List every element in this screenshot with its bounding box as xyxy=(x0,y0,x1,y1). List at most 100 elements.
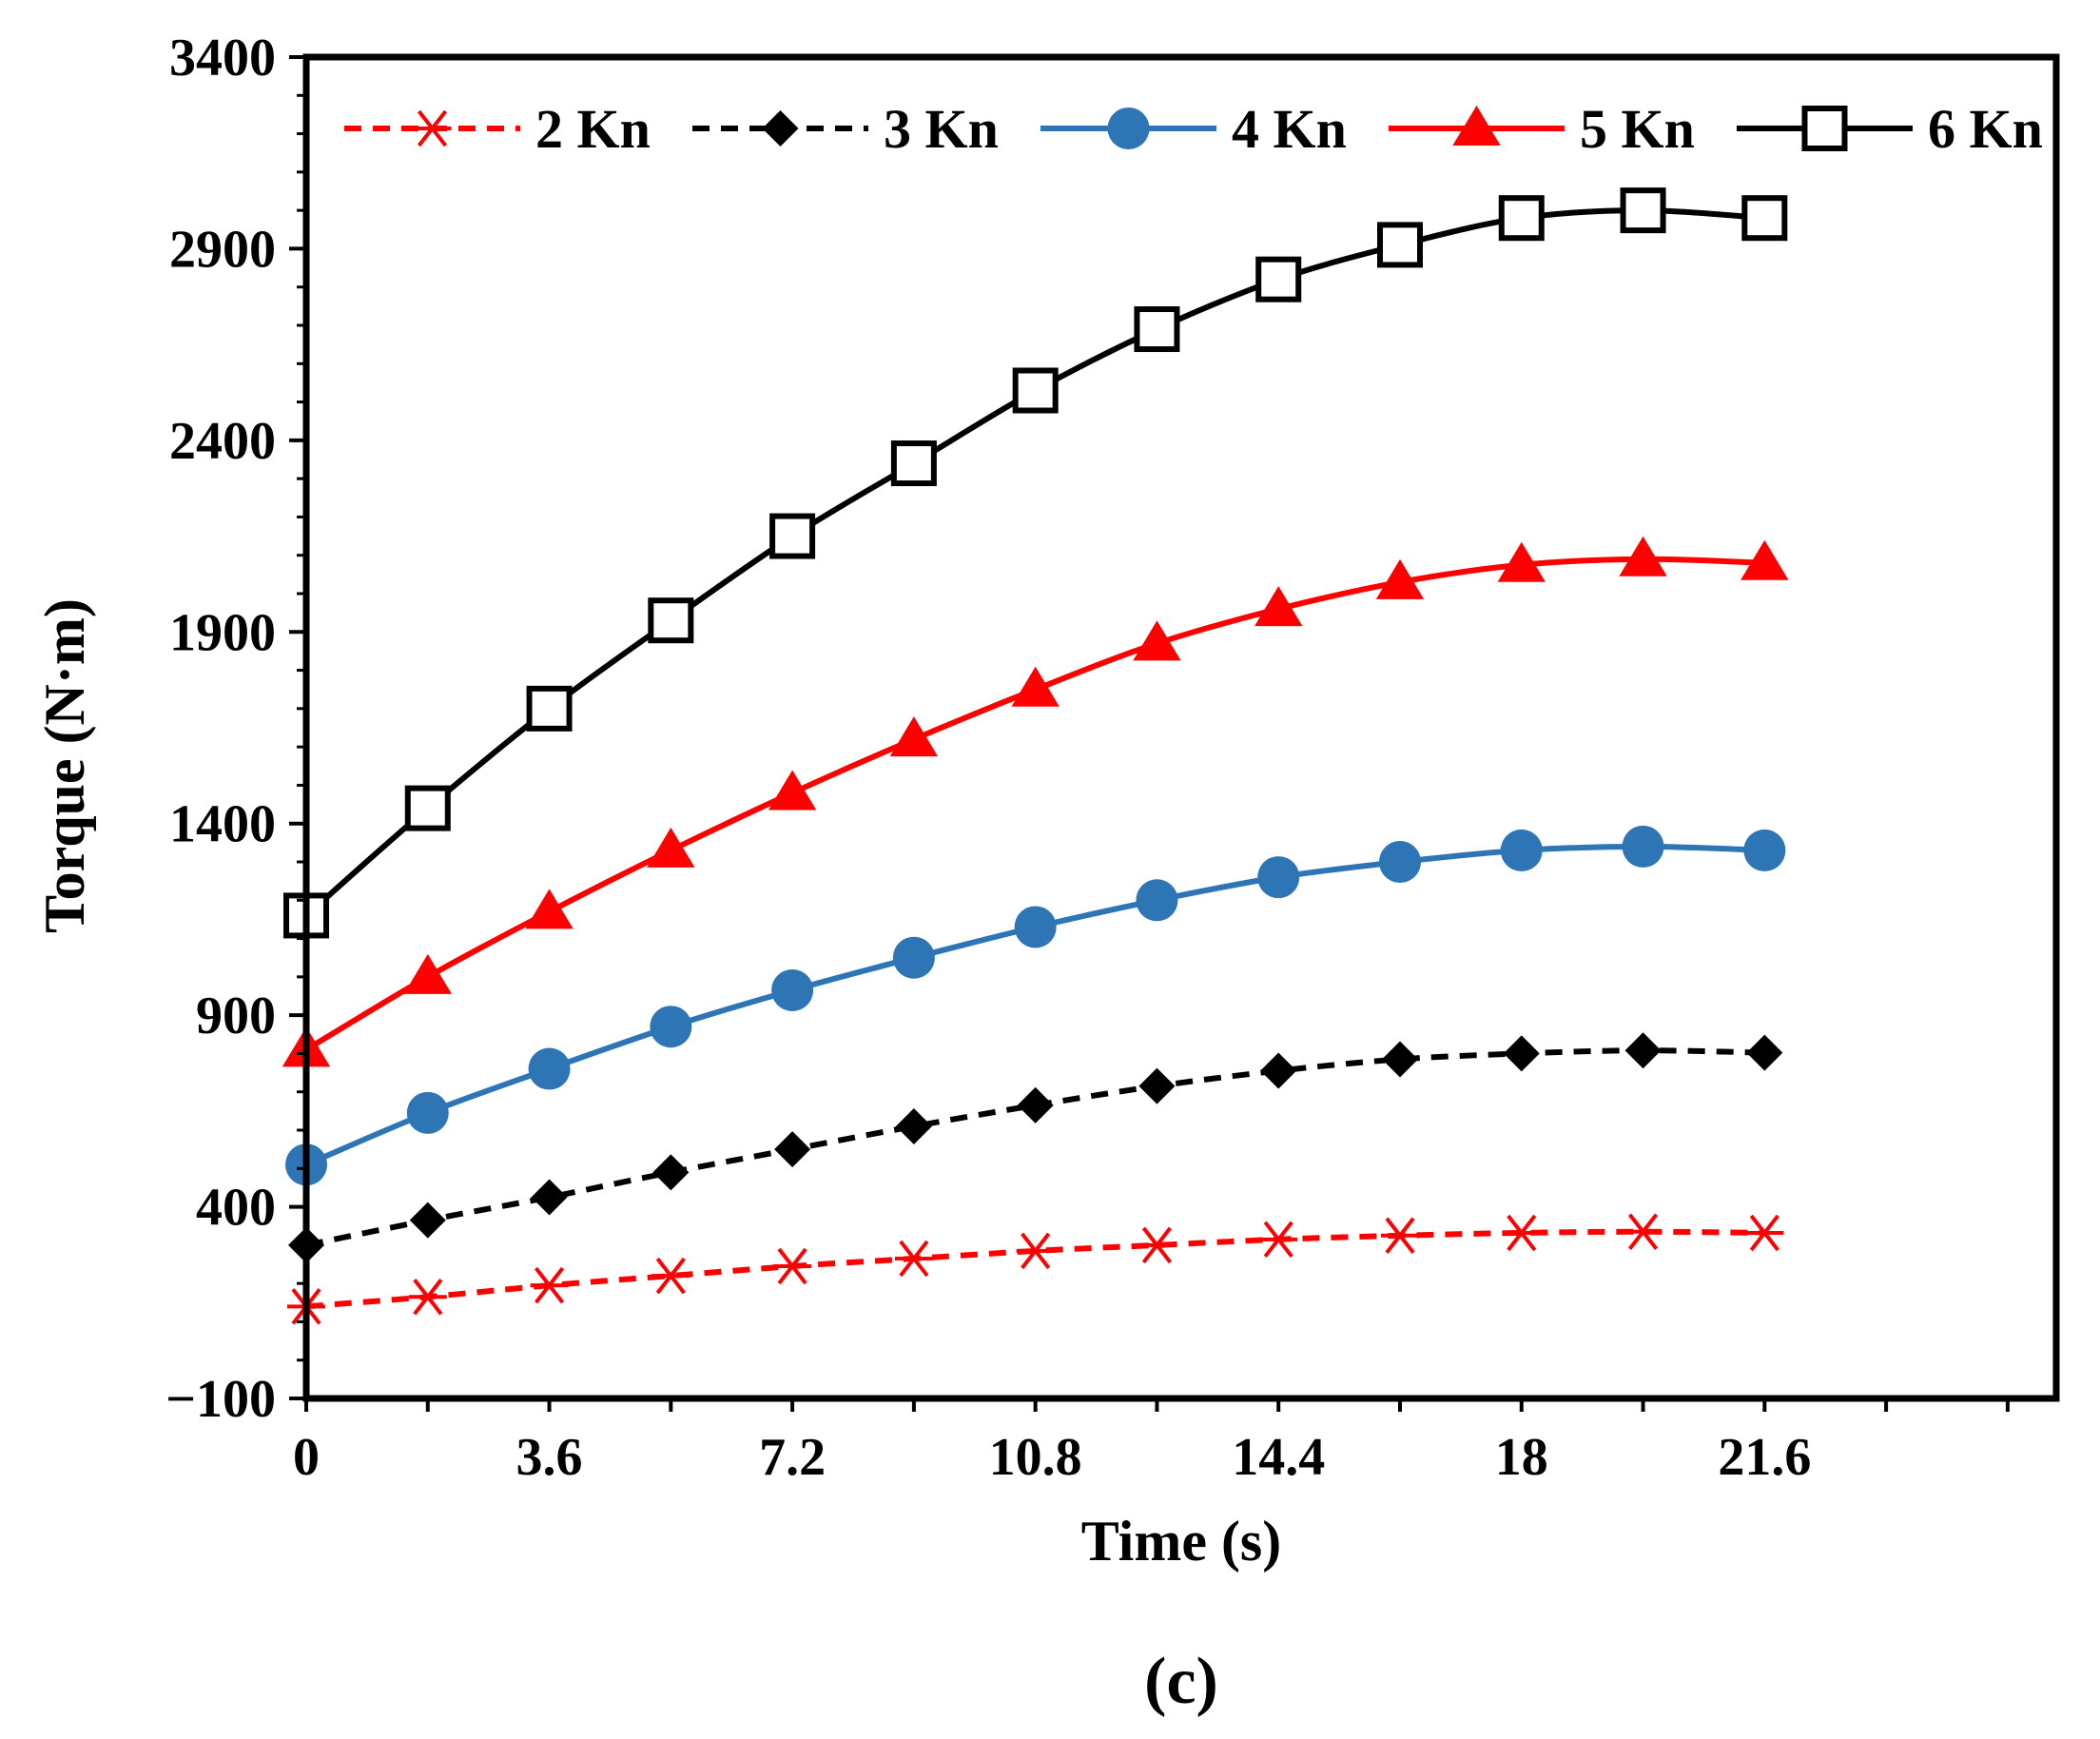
data-point-3-kn xyxy=(531,1179,568,1216)
series-2-kn xyxy=(287,1213,1784,1325)
y-tick-label: 2900 xyxy=(169,220,276,279)
axis-ticks: −100 400 900 1400 1900 2400 2900 3400 0 3.6 7.2 10.… xyxy=(165,29,2010,1487)
data-point-5-kn xyxy=(1619,536,1667,576)
data-point-6-kn xyxy=(648,597,694,644)
data-point-2-kn xyxy=(651,1257,690,1295)
legend-marker xyxy=(1107,107,1150,149)
data-point-5-kn xyxy=(403,953,452,994)
x-tick-label: 0 xyxy=(293,1428,320,1487)
data-point-6-kn xyxy=(404,785,451,831)
x-tick-label: 18 xyxy=(1495,1428,1548,1487)
y-tick-label: 3400 xyxy=(169,29,276,88)
series-5-kn xyxy=(282,536,1789,1067)
data-point-3-kn xyxy=(1624,1032,1662,1069)
data-point-2-kn xyxy=(1138,1226,1176,1264)
x-tick-label: 7.2 xyxy=(759,1428,826,1487)
data-point-4-kn xyxy=(1257,856,1300,899)
data-point-6-kn xyxy=(1741,195,1788,242)
data-point-5-kn xyxy=(525,889,574,929)
data-point-3-kn xyxy=(774,1131,811,1168)
x-axis-title: Time (s) xyxy=(1081,1510,1282,1573)
x-tick-label: 14.4 xyxy=(1232,1428,1325,1487)
data-point-6-kn xyxy=(1012,367,1059,414)
legend-item-5-kn: 5 Kn xyxy=(1389,98,1695,160)
plot-area-frame xyxy=(302,53,2060,1402)
data-point-4-kn xyxy=(1136,879,1178,922)
data-point-2-kn xyxy=(1381,1217,1419,1255)
data-point-5-kn xyxy=(889,716,939,757)
data-point-2-kn xyxy=(1016,1232,1055,1270)
y-tick-label: 2400 xyxy=(169,412,276,471)
y-tick-label: 1900 xyxy=(169,603,276,662)
data-point-6-kn xyxy=(1255,256,1302,303)
data-point-5-kn xyxy=(1254,586,1303,627)
data-point-5-kn xyxy=(1497,541,1546,582)
series-line-2-kn xyxy=(305,1228,1765,1310)
legend-marker xyxy=(1452,106,1501,146)
data-point-4-kn xyxy=(1500,829,1543,871)
y-axis-title: Torque (N·m) xyxy=(33,598,96,933)
data-point-6-kn xyxy=(1620,187,1666,234)
y-tick-label: 400 xyxy=(196,1179,276,1238)
y-tick-label: 1400 xyxy=(169,795,276,854)
legend-label: 2 Kn xyxy=(535,98,651,160)
data-point-6-kn xyxy=(1498,195,1545,242)
data-point-4-kn xyxy=(528,1047,571,1090)
legend-label: 5 Kn xyxy=(1580,98,1695,160)
legend: 2 Kn 3 Kn 4 Kn 5 Kn 6 Kn xyxy=(344,98,2043,160)
legend-item-6-kn: 6 Kn xyxy=(1737,98,2043,160)
legend-marker xyxy=(1801,106,1848,151)
legend-label: 6 Kn xyxy=(1928,98,2043,160)
x-tick-label: 10.8 xyxy=(989,1428,1082,1487)
legend-item-2-kn: 2 Kn xyxy=(344,98,651,160)
data-point-5-kn xyxy=(1011,666,1060,707)
data-point-2-kn xyxy=(1502,1214,1541,1252)
data-point-2-kn xyxy=(408,1279,447,1316)
data-point-4-kn xyxy=(406,1091,449,1134)
data-point-4-kn xyxy=(1014,906,1057,948)
data-point-2-kn xyxy=(530,1266,569,1304)
legend-item-4-kn: 4 Kn xyxy=(1040,98,1347,160)
data-point-4-kn xyxy=(1743,829,1786,871)
data-point-2-kn xyxy=(894,1240,933,1278)
data-point-6-kn xyxy=(526,685,573,732)
data-point-6-kn xyxy=(1377,222,1423,268)
data-point-4-kn xyxy=(650,1006,692,1048)
series-layer xyxy=(282,187,1789,1325)
legend-marker xyxy=(762,110,799,147)
figure-caption: (c) xyxy=(1144,1645,1218,1718)
data-point-4-kn xyxy=(1379,841,1421,883)
data-point-6-kn xyxy=(769,513,816,559)
data-point-3-kn xyxy=(1382,1041,1418,1078)
data-point-6-kn xyxy=(890,440,937,487)
data-point-3-kn xyxy=(409,1202,446,1239)
y-tick-label: 900 xyxy=(196,987,276,1045)
y-tick-label: −100 xyxy=(165,1370,276,1429)
series-4-kn xyxy=(285,825,1786,1186)
data-point-5-kn xyxy=(1133,620,1181,661)
data-point-6-kn xyxy=(1134,306,1180,353)
data-point-5-kn xyxy=(768,770,817,811)
data-point-2-kn xyxy=(1259,1221,1298,1259)
data-point-5-kn xyxy=(1740,539,1789,580)
data-point-5-kn xyxy=(647,827,695,868)
data-point-4-kn xyxy=(771,968,814,1011)
data-point-3-kn xyxy=(652,1154,690,1191)
series-line-5-kn xyxy=(304,556,1765,1052)
legend-marker xyxy=(413,109,452,147)
data-point-3-kn xyxy=(895,1107,932,1144)
data-point-3-kn xyxy=(1138,1067,1176,1104)
data-point-2-kn xyxy=(773,1247,812,1285)
series-3-kn xyxy=(288,1032,1783,1263)
data-point-3-kn xyxy=(1503,1035,1540,1072)
data-point-4-kn xyxy=(892,936,935,979)
data-point-4-kn xyxy=(1622,825,1664,868)
legend-label: 4 Kn xyxy=(1232,98,1347,160)
data-point-3-kn xyxy=(1746,1034,1783,1071)
data-point-2-kn xyxy=(1745,1214,1784,1252)
data-point-2-kn xyxy=(1624,1213,1662,1250)
legend-item-3-kn: 3 Kn xyxy=(692,98,999,160)
legend-label: 3 Kn xyxy=(884,98,999,160)
data-point-3-kn xyxy=(1017,1086,1054,1124)
